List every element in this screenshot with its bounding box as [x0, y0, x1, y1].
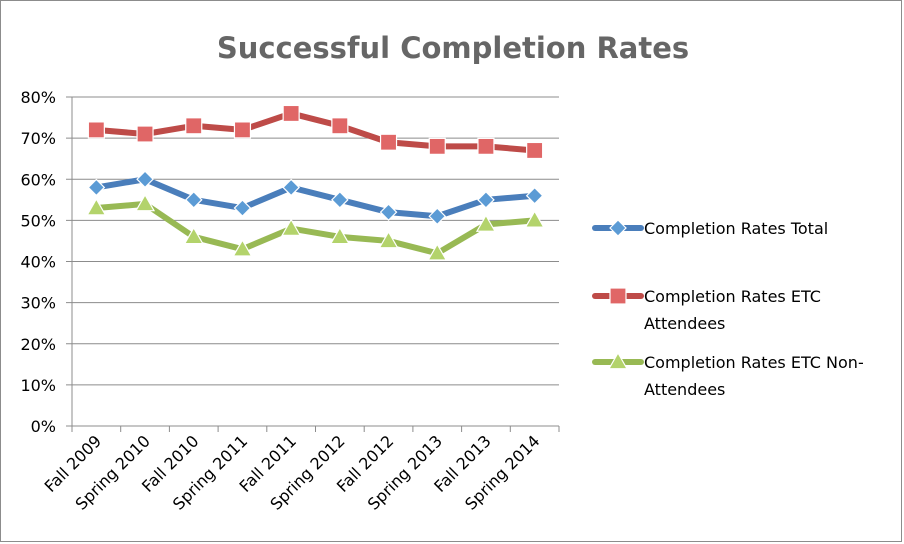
- legend-label: Completion Rates Total: [644, 219, 828, 238]
- y-axis: 0% 10% 20% 30% 40% 50% 60% 70% 80%: [20, 88, 73, 436]
- data-point: [379, 203, 398, 221]
- data-point: [526, 141, 544, 160]
- data-point: [525, 186, 544, 205]
- data-point: [185, 117, 203, 135]
- series-line: [93, 176, 538, 220]
- legend-item-2: Completion Rates ETC Attendees: [592, 287, 821, 333]
- series-1: [87, 170, 544, 226]
- data-point: [524, 210, 545, 228]
- data-point: [378, 230, 399, 249]
- data-point: [86, 197, 107, 216]
- data-point: [379, 133, 398, 151]
- data-point: [281, 218, 302, 236]
- data-point: [184, 190, 203, 209]
- y-tick-label: 80%: [20, 88, 56, 107]
- legend-label: Attendees: [644, 380, 725, 399]
- data-point: [87, 121, 105, 139]
- y-tick-label: 50%: [20, 211, 56, 230]
- legend: Completion Rates Total Completion Rates E…: [592, 219, 864, 399]
- series-group: [86, 104, 545, 261]
- series-line: [93, 110, 538, 154]
- data-point: [329, 226, 350, 245]
- data-point: [331, 117, 349, 135]
- data-point: [232, 238, 253, 257]
- data-point: [477, 190, 495, 209]
- y-tick-label: 70%: [20, 129, 56, 148]
- y-tick-label: 10%: [20, 376, 56, 395]
- data-point: [233, 199, 252, 217]
- chart-title: Successful Completion Rates: [217, 31, 689, 65]
- legend-item-3: Completion Rates ETC Non- Attendees: [592, 351, 864, 399]
- data-point: [428, 207, 447, 226]
- legend-label: Attendees: [644, 314, 725, 333]
- legend-marker: [609, 219, 627, 237]
- data-point: [135, 193, 156, 212]
- data-point: [136, 170, 154, 189]
- y-tick-label: 40%: [20, 253, 56, 272]
- data-point: [475, 214, 496, 232]
- data-point: [477, 137, 495, 155]
- data-point: [136, 125, 154, 143]
- y-tick-label: 0%: [31, 417, 56, 436]
- grid-lines: [72, 96, 559, 386]
- data-point: [282, 104, 300, 123]
- legend-item-1: Completion Rates Total: [592, 219, 828, 238]
- data-point: [233, 121, 252, 139]
- legend-marker: [607, 351, 629, 370]
- data-point: [87, 178, 106, 197]
- y-tick-label: 20%: [20, 335, 56, 354]
- data-point: [183, 226, 204, 245]
- series-2: [87, 104, 544, 160]
- data-point: [427, 243, 448, 261]
- legend-label: Completion Rates ETC: [644, 287, 821, 306]
- data-point: [282, 178, 300, 197]
- series-line: [93, 200, 538, 257]
- data-point: [331, 190, 349, 209]
- y-tick-label: 60%: [20, 170, 56, 189]
- legend-marker: [609, 287, 627, 305]
- data-point: [428, 137, 446, 155]
- legend-label: Completion Rates ETC Non-: [644, 353, 864, 372]
- y-tick-label: 30%: [20, 294, 56, 313]
- series-3: [86, 193, 545, 261]
